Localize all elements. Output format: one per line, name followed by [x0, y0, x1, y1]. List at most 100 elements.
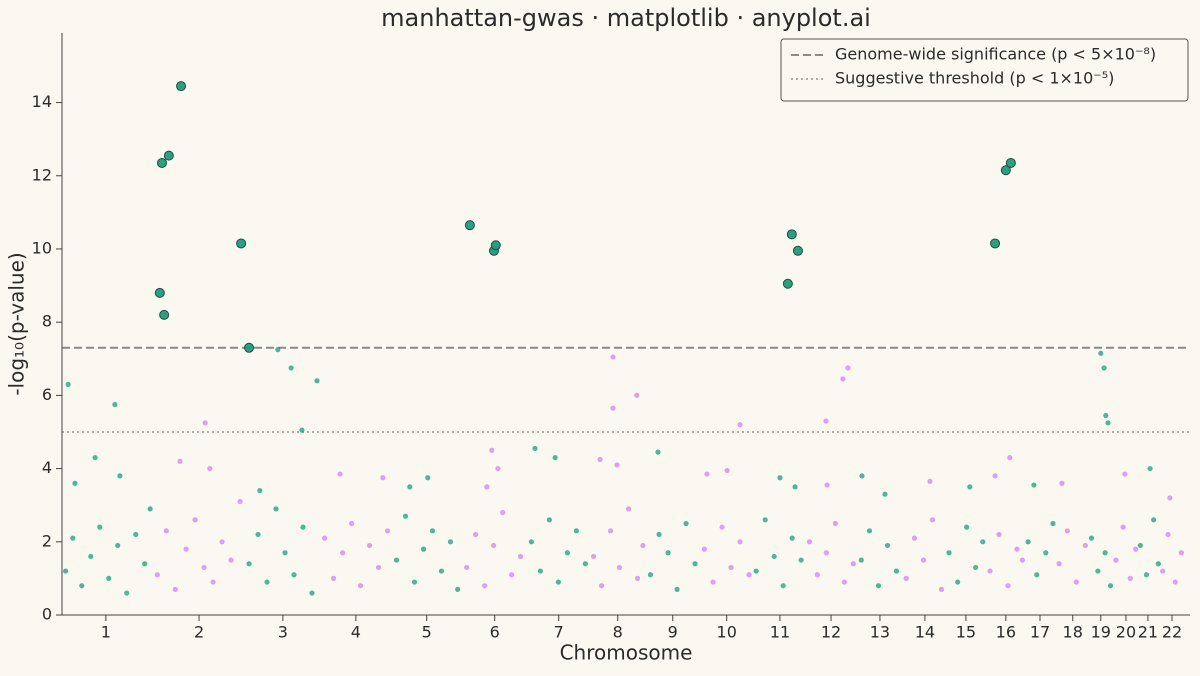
point [172, 586, 178, 592]
point [753, 568, 759, 574]
point [832, 520, 838, 527]
point [407, 484, 413, 490]
point [710, 579, 716, 585]
point [495, 465, 501, 472]
point [337, 471, 343, 477]
point [927, 478, 933, 484]
point [597, 456, 603, 463]
point [737, 539, 743, 545]
point [737, 422, 743, 428]
point [273, 506, 279, 512]
point [746, 572, 752, 578]
point [573, 528, 579, 534]
point [62, 568, 69, 574]
y-axis-label: -log₁₀(p-value) [5, 252, 29, 395]
series [1088, 350, 1114, 589]
y-tick-label: 8 [42, 312, 52, 331]
point [282, 550, 288, 556]
series [1056, 480, 1088, 585]
point [1167, 495, 1173, 501]
point [482, 583, 488, 589]
point [1102, 550, 1108, 556]
point [967, 484, 973, 490]
point [380, 475, 386, 481]
point [582, 561, 588, 567]
series [946, 484, 986, 585]
point [762, 517, 768, 523]
series [62, 381, 153, 596]
point [806, 539, 813, 545]
point [518, 553, 524, 560]
y-tick-label: 6 [42, 385, 52, 404]
point [1120, 524, 1126, 530]
point [1014, 546, 1020, 552]
point [845, 365, 851, 371]
point [330, 575, 337, 581]
significant-point [236, 238, 247, 249]
point [866, 528, 873, 534]
point [555, 579, 561, 585]
point [72, 480, 78, 486]
point [70, 535, 76, 541]
point [946, 550, 952, 556]
point [1122, 471, 1128, 477]
x-tick-label: 2 [194, 623, 204, 642]
point [841, 579, 847, 585]
x-tick-label: 21 [1138, 623, 1158, 642]
x-tick-label: 4 [351, 623, 361, 642]
point [634, 575, 641, 581]
point [314, 378, 320, 384]
point [973, 564, 979, 571]
series [246, 347, 320, 596]
point [1025, 539, 1031, 545]
point [1127, 575, 1133, 581]
point [228, 557, 234, 563]
point [532, 445, 538, 452]
point [996, 531, 1002, 538]
point [264, 579, 270, 585]
point [1160, 568, 1166, 574]
legend-label: Genome-wide significance (p < 5×10⁻⁸) [835, 45, 1156, 64]
legend-label: Suggestive threshold (p < 1×10⁻⁵) [835, 69, 1114, 88]
x-tick-label: 5 [422, 623, 432, 642]
point [980, 539, 986, 545]
point [92, 455, 98, 461]
point [616, 564, 623, 571]
point [1165, 531, 1171, 538]
point [425, 475, 431, 481]
point [411, 579, 418, 585]
series [903, 478, 945, 592]
point [489, 447, 495, 453]
point [339, 550, 346, 556]
point [484, 484, 490, 490]
significant-point [990, 238, 1001, 249]
point [366, 542, 373, 549]
y-tick-label: 0 [42, 605, 52, 624]
point [147, 506, 153, 512]
point [911, 535, 918, 541]
significant-point [154, 287, 165, 298]
point [210, 579, 216, 585]
point [1133, 546, 1139, 552]
point [246, 561, 252, 567]
point [192, 517, 198, 523]
x-tick-label: 22 [1162, 623, 1182, 642]
point [291, 572, 297, 578]
point [133, 531, 139, 538]
x-tick-label: 11 [770, 623, 790, 642]
point [955, 579, 961, 585]
significant-point [159, 309, 170, 320]
point [614, 462, 620, 468]
point [393, 557, 400, 563]
point [1034, 572, 1040, 578]
point [528, 539, 535, 545]
series [701, 422, 752, 585]
point [1172, 579, 1178, 585]
point [402, 513, 409, 519]
significant-point [163, 150, 174, 161]
y-tick-label: 12 [32, 165, 52, 184]
x-tick-label: 16 [996, 623, 1016, 642]
point [1007, 455, 1013, 461]
series [154, 420, 243, 592]
